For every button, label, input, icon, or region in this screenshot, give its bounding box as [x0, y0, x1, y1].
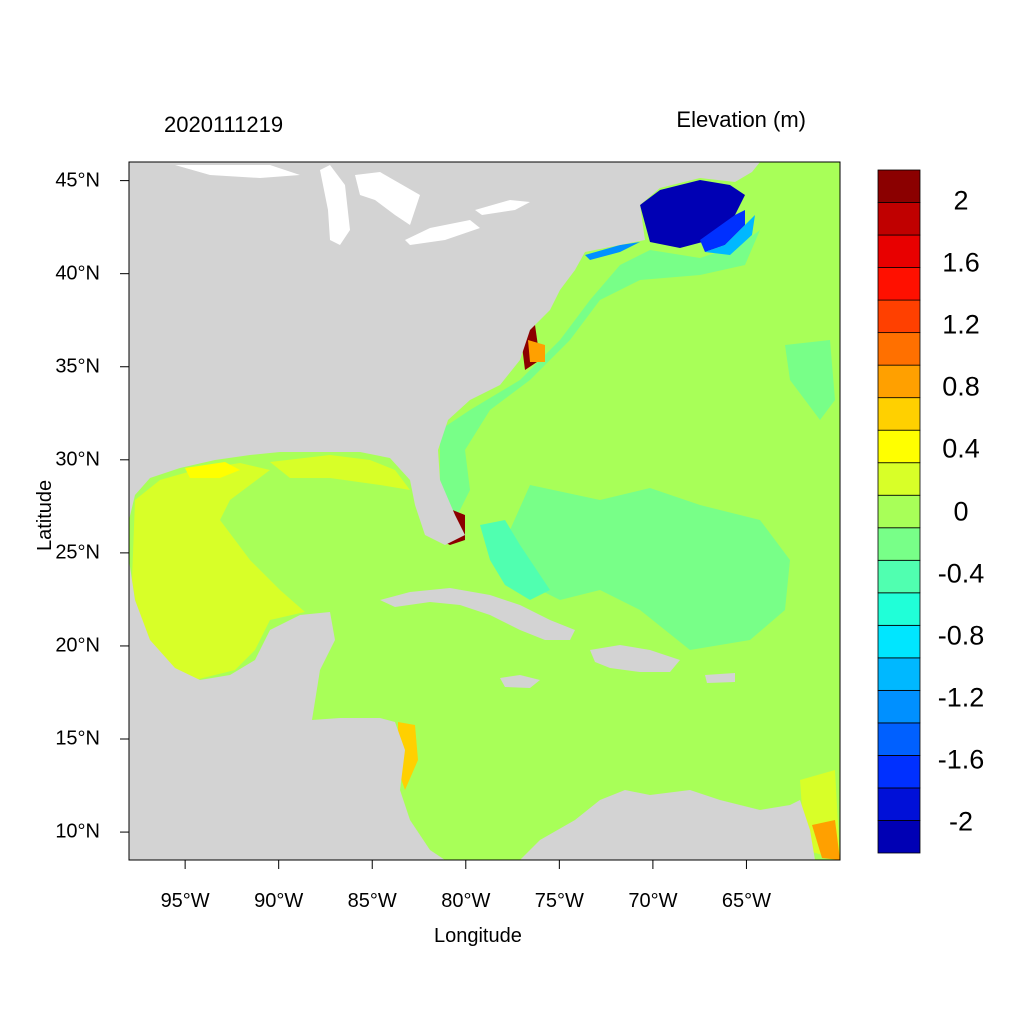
x-tick-label: 80°W — [441, 890, 491, 912]
colorbar-box — [877, 234, 921, 268]
lake-huron — [355, 172, 420, 225]
variable-label: Elevation (m) — [676, 107, 806, 132]
jamaica-land — [500, 675, 540, 688]
y-tick-label: 10°N — [55, 820, 100, 843]
y-tick-label: 40°N — [55, 262, 100, 285]
gulf-positive-region — [132, 463, 305, 680]
long-island-negative — [585, 242, 640, 260]
colorbar-box — [877, 527, 921, 561]
colorbar-label: 0.4 — [942, 433, 980, 464]
colorbar-box — [877, 494, 921, 529]
y-tick-label: 15°N — [55, 727, 100, 750]
colorbar-label: 0.8 — [942, 371, 980, 402]
colorbar-box — [877, 202, 921, 236]
lake-erie — [405, 220, 480, 245]
east-coast-shelf — [440, 230, 760, 520]
colorbar-box — [877, 722, 921, 756]
mexico-land — [129, 560, 445, 860]
lake-superior — [175, 165, 300, 178]
timestamp-label: 2020111219 — [164, 112, 284, 137]
colorbar-box — [877, 624, 921, 659]
gulf-of-maine-negative-3 — [705, 215, 755, 255]
cuba-land — [380, 588, 575, 640]
y-tick-label: 25°N — [55, 541, 100, 564]
colorbar-box — [877, 820, 921, 854]
plot-frame — [128, 161, 841, 861]
x-tick-label: 85°W — [347, 890, 397, 912]
lake-ontario — [475, 200, 530, 215]
x-tick-label: 70°W — [628, 890, 678, 912]
colorbar-label: 1.2 — [942, 309, 980, 340]
puerto-rico-land — [705, 673, 735, 683]
y-axis-label: Latitude — [34, 479, 56, 551]
atlantic-negative-region — [510, 485, 790, 650]
colorbar-label: -2 — [948, 806, 973, 837]
y-tick-label: 45°N — [55, 169, 100, 192]
colorbar-box — [877, 332, 921, 366]
colorbar-box — [877, 397, 921, 431]
y-tick-label: 35°N — [55, 355, 100, 378]
north-america-land — [129, 162, 760, 545]
x-axis-label: Longitude — [434, 925, 522, 947]
colorbar-label: -1.2 — [937, 682, 985, 713]
gulf-coast-yellow — [185, 462, 240, 478]
colorbar-box — [877, 755, 921, 789]
colorbar-box — [877, 364, 921, 399]
lake-michigan — [320, 165, 350, 245]
y-tick-label: 20°N — [55, 634, 100, 657]
nicaragua-coast-positive — [398, 722, 418, 790]
colorbar-box — [877, 299, 921, 334]
x-tick-label: 95°W — [160, 890, 210, 912]
colorbar-label: -0.8 — [937, 620, 985, 651]
caribbean-southeast-high — [812, 820, 840, 860]
atlantic-negative-region-2 — [785, 340, 835, 420]
colorbar-box — [877, 169, 921, 203]
colorbar-box — [877, 462, 921, 496]
y-tick-marks — [120, 180, 129, 833]
x-tick-label: 90°W — [254, 890, 304, 912]
colorbar-label: -1.6 — [937, 744, 985, 775]
x-tick-label: 75°W — [534, 890, 584, 912]
x-tick-marks — [184, 860, 747, 869]
colorbar-label: -0.4 — [937, 558, 985, 589]
south-america-land — [520, 790, 815, 860]
carolinas-surge-orange — [528, 340, 545, 362]
y-tick-label: 30°N — [55, 448, 100, 471]
bahamas-shallow — [480, 520, 550, 600]
gulf-north-positive — [270, 455, 410, 490]
colorbar — [877, 169, 921, 854]
colorbar-box — [877, 657, 921, 691]
hispaniola-land — [590, 645, 680, 672]
colorbar-label: 2 — [953, 185, 969, 216]
colorbar-box — [877, 267, 921, 301]
colorbar-box — [877, 592, 921, 626]
colorbar-box — [877, 429, 921, 464]
colorbar-label: 0 — [953, 496, 969, 526]
colorbar-box — [877, 787, 921, 821]
colorbar-box — [877, 559, 921, 594]
x-tick-label: 65°W — [721, 890, 771, 912]
map-area — [129, 162, 840, 860]
gulf-of-maine-negative-2 — [700, 210, 745, 252]
colorbar-label: 1.6 — [942, 247, 980, 278]
colorbar-box — [877, 689, 921, 724]
